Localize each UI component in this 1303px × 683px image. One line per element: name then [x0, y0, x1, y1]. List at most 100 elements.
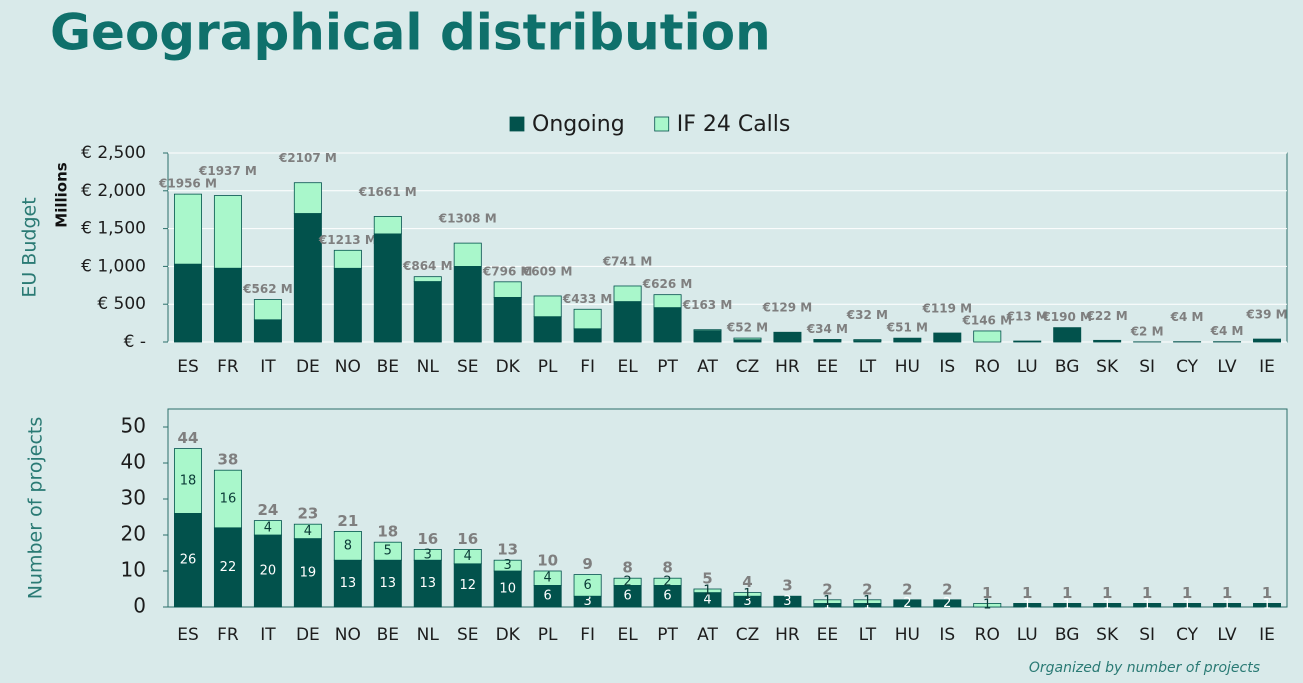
y-tick-label: € - — [124, 332, 146, 352]
total-label: 8 — [622, 559, 632, 577]
total-label: €864 M — [402, 259, 453, 273]
x-tick-label: RO — [975, 357, 1000, 377]
bar-segment — [173, 263, 202, 343]
x-tick-label: FR — [217, 357, 239, 377]
total-label: €4 M — [1210, 324, 1244, 338]
legend-label: Ongoing — [532, 112, 625, 137]
bar-segment — [853, 599, 882, 604]
x-tick-label: IS — [939, 625, 955, 645]
total-label: 10 — [537, 552, 558, 570]
x-tick-label: LV — [1217, 357, 1237, 377]
total-label: €2107 M — [278, 151, 337, 165]
y-tick-label: € 500 — [97, 294, 146, 314]
x-tick-label: DE — [296, 625, 320, 645]
x-tick-label: IT — [260, 625, 276, 645]
bar-segment — [373, 541, 402, 561]
x-tick-label: EL — [617, 625, 638, 645]
bar-segment — [693, 588, 722, 593]
bar-segment — [1213, 603, 1242, 608]
total-label: €51 M — [886, 321, 928, 335]
x-tick-label: IS — [939, 357, 955, 377]
x-tick-label: RO — [975, 625, 1000, 645]
bar-segment — [893, 599, 922, 608]
bar-segment — [253, 534, 282, 608]
bar-segment — [333, 559, 362, 608]
bar-segment — [373, 216, 402, 235]
bar-segment — [613, 285, 642, 302]
bar-segment — [533, 295, 562, 318]
x-tick-label: FI — [580, 357, 595, 377]
bar-segment — [573, 308, 602, 330]
bar-segment — [253, 299, 282, 321]
segment-label: 6 — [663, 589, 671, 604]
segment-label: 1 — [1143, 598, 1151, 613]
segment-label: 16 — [220, 492, 237, 507]
segment-label: 2 — [903, 596, 911, 611]
segment-label: 1 — [823, 598, 831, 613]
bar-segment — [653, 294, 682, 309]
segment-label: 1 — [1103, 598, 1111, 613]
x-tick-label: HR — [775, 357, 800, 377]
bar-segment — [333, 249, 362, 269]
segment-label: 13 — [419, 576, 436, 591]
total-label: €119 M — [922, 302, 973, 316]
total-label: €741 M — [602, 254, 653, 268]
segment-label: 12 — [459, 578, 476, 593]
bar-segment — [733, 337, 762, 341]
total-label: 3 — [782, 577, 792, 595]
bar-segment — [693, 330, 722, 343]
total-label: 2 — [902, 580, 912, 598]
x-tick-label: CY — [1176, 357, 1199, 377]
bar-segment — [1173, 603, 1202, 608]
y-tick-label: 20 — [121, 522, 146, 546]
x-tick-label: HU — [895, 625, 920, 645]
segment-label: 1 — [743, 587, 751, 602]
bar-segment — [413, 549, 442, 561]
bar-segment — [1093, 339, 1122, 343]
x-tick-label: SE — [457, 357, 479, 377]
total-label: 16 — [417, 530, 438, 548]
total-label: €1213 M — [318, 233, 377, 247]
x-tick-label: LV — [1217, 625, 1237, 645]
segment-label: 1 — [703, 583, 711, 598]
total-label: 1 — [1062, 584, 1072, 602]
segment-label: 13 — [340, 576, 357, 591]
bar-segment — [293, 523, 322, 540]
segment-label: 4 — [304, 524, 312, 539]
x-tick-label: NO — [335, 357, 361, 377]
bar-segment — [933, 599, 962, 608]
total-label: €433 M — [562, 292, 613, 306]
segment-label: 6 — [583, 578, 591, 593]
x-tick-label: NL — [417, 357, 440, 377]
total-label: €190 M — [1041, 310, 1092, 324]
segment-label: 4 — [464, 549, 472, 564]
segment-label: 6 — [544, 589, 552, 604]
bar-segment — [813, 599, 842, 604]
total-label: 1 — [1142, 584, 1152, 602]
y-axis-title: Number of projects — [25, 417, 47, 600]
bar-segment — [173, 193, 202, 265]
total-label: €39 M — [1245, 308, 1287, 322]
total-label: €562 M — [242, 282, 293, 296]
total-label: 5 — [702, 570, 712, 588]
bar-segment — [653, 577, 682, 586]
total-label: 21 — [337, 512, 358, 530]
legend-swatch — [654, 116, 670, 132]
segment-label: 18 — [180, 474, 197, 489]
segment-label: 10 — [499, 582, 516, 597]
total-label: 4 — [742, 573, 752, 591]
bar-segment — [213, 527, 242, 608]
x-tick-label: EE — [817, 357, 838, 377]
x-tick-label: IT — [260, 357, 276, 377]
bar-segment — [493, 570, 522, 608]
y-tick-label: € 2,000 — [81, 181, 146, 201]
segment-label: 26 — [180, 553, 197, 568]
bar-segment — [653, 307, 682, 343]
total-label: 13 — [497, 541, 518, 559]
total-label: €146 M — [962, 313, 1013, 327]
y-tick-label: € 1,000 — [81, 256, 146, 276]
x-tick-label: LU — [1017, 357, 1038, 377]
bar-segment — [253, 520, 282, 536]
segment-label: 8 — [344, 538, 352, 553]
total-label: €2 M — [1130, 324, 1164, 338]
